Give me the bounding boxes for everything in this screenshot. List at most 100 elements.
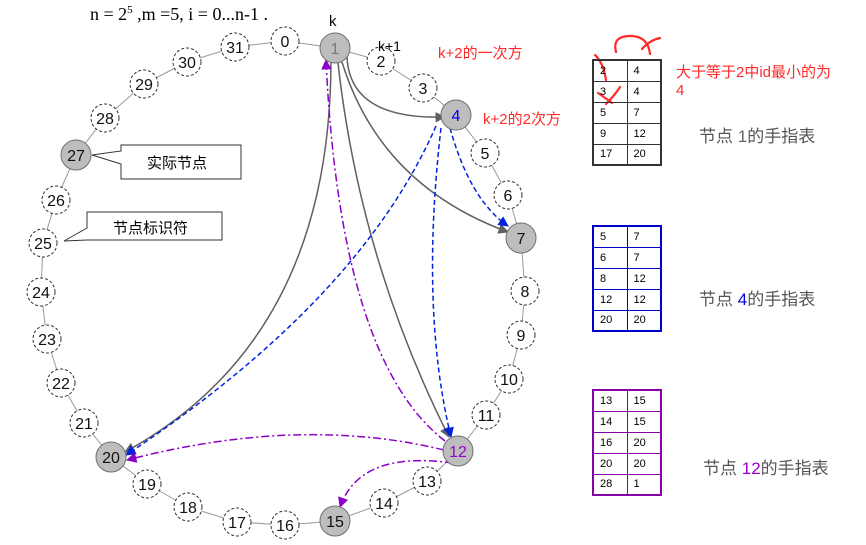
identifier-node-24: 24: [26, 277, 56, 307]
finger-start-cell: 14: [592, 410, 628, 433]
actual-node-4: 4: [440, 99, 472, 131]
actual-node-20: 20: [95, 441, 127, 473]
node-id-label: 5: [481, 146, 490, 163]
finger-table-node-4: 5 7 6 7 8 12 12 12 20 20: [592, 225, 662, 332]
identifier-node-3: 3: [408, 73, 438, 103]
formula-rest: ,m =5, i = 0...n-1 .: [132, 4, 268, 24]
node-id-label: 16: [276, 518, 294, 535]
actual-node-12: 12: [442, 435, 474, 467]
finger-table-row: 13 15: [592, 389, 662, 412]
svg-text:节点标识符: 节点标识符: [113, 220, 188, 237]
node-id-label: 23: [38, 332, 56, 349]
gray-finger-arrow: [346, 56, 447, 123]
node-id-label: 4: [452, 108, 461, 125]
node-id-label: 19: [138, 477, 156, 494]
identifier-node-28: 28: [90, 103, 120, 133]
caption-node-1: 节点 1的手指表: [699, 127, 816, 146]
identifier-node-0: 0: [270, 26, 300, 56]
finger-start-cell: 8: [592, 267, 628, 290]
identifier-node-2: 2: [366, 46, 396, 76]
finger-successor-cell: 4: [626, 80, 662, 103]
node-id-label: 28: [96, 111, 114, 128]
identifier-node-22: 22: [46, 368, 76, 398]
blue-finger-arrow: [449, 127, 509, 227]
finger-table-row: 12 12: [592, 288, 662, 311]
finger-successor-cell: 7: [626, 101, 662, 124]
actual-node-15: 15: [319, 505, 351, 537]
identifier-node-18: 18: [173, 492, 203, 522]
identifier-node-17: 17: [222, 507, 252, 537]
finger-table-row: 8 12: [592, 267, 662, 290]
actual-node-27: 27: [60, 139, 92, 171]
node-id-label: 11: [478, 408, 495, 425]
finger-start-cell: 28: [592, 473, 628, 496]
node-id-callout: 节点标识符: [63, 211, 223, 242]
finger-successor-cell: 20: [626, 452, 662, 475]
identifier-node-31: 31: [220, 32, 250, 62]
finger-table-row: 16 20: [592, 431, 662, 454]
identifier-node-9: 9: [506, 320, 536, 350]
svg-text:实际节点: 实际节点: [147, 155, 207, 172]
finger-successor-cell: 12: [626, 288, 662, 311]
node-id-label: 25: [34, 236, 52, 253]
node-id-label: 27: [67, 148, 85, 165]
caption-node-1-id: 1: [737, 127, 748, 146]
node-id-label: 31: [226, 40, 244, 57]
node-id-label: 29: [135, 77, 153, 94]
node-id-label: 2: [377, 54, 386, 71]
node-id-label: 22: [52, 376, 70, 393]
identifier-node-5: 5: [470, 138, 500, 168]
finger-start-cell: 5: [592, 225, 628, 248]
node-id-label: 15: [326, 514, 344, 531]
finger-successor-cell: 7: [626, 225, 662, 248]
finger-table-row: 20 20: [592, 309, 662, 332]
finger-table-row: 20 20: [592, 452, 662, 475]
finger-start-cell: 12: [592, 288, 628, 311]
identifier-node-10: 10: [494, 364, 524, 394]
identifier-node-21: 21: [69, 408, 99, 438]
finger-successor-cell: 4: [626, 59, 662, 82]
finger-successor-cell: 20: [626, 431, 662, 454]
finger-table-node-1: 2 4 3 4 5 7 9 12 17 20: [592, 59, 662, 166]
finger-successor-cell: 7: [626, 246, 662, 269]
gray-finger-arrow: [124, 61, 332, 453]
identifier-node-6: 6: [493, 180, 523, 210]
formula: n = 25 ,m =5, i = 0...n-1 .: [90, 4, 268, 25]
purple-finger-arrow: [338, 459, 454, 508]
actual-node-1: 1: [319, 32, 351, 64]
node-id-label: 30: [178, 55, 196, 72]
finger-successor-cell: 15: [626, 410, 662, 433]
node-id-label: 8: [521, 284, 530, 301]
finger-start-cell: 13: [592, 389, 628, 412]
finger-successor-cell: 1: [626, 473, 662, 496]
formula-exponent: 5: [127, 4, 133, 16]
blue-finger-arrow: [125, 125, 437, 456]
purple-finger-arrow: [321, 58, 446, 442]
actual-node-callout: 实际节点: [91, 144, 242, 180]
finger-start-cell: 5: [592, 101, 628, 124]
finger-successor-cell: 20: [626, 309, 662, 332]
finger-start-cell: 20: [592, 452, 628, 475]
node-id-label: 7: [517, 231, 526, 248]
node-id-label: 9: [517, 328, 526, 345]
node-id-label: 17: [228, 515, 246, 532]
caption-node-4: 节点 4的手指表: [699, 290, 816, 309]
k-plus-1-label: k+1: [378, 38, 401, 54]
finger-successor-cell: 12: [626, 122, 662, 145]
handwritten-mark: [640, 36, 662, 51]
node-id-label: 26: [47, 193, 65, 210]
finger-start-cell: 3: [592, 80, 628, 103]
blue-finger-arrow: [431, 127, 454, 439]
node-id-label: 0: [281, 34, 290, 51]
node-id-label: 18: [179, 500, 197, 517]
identifier-node-25: 25: [28, 228, 58, 258]
caption-node-12: 节点 12的手指表: [703, 459, 829, 478]
k-label: k: [329, 13, 337, 30]
finger-table-row: 17 20: [592, 143, 662, 166]
formula-n: n = 2: [90, 4, 128, 24]
